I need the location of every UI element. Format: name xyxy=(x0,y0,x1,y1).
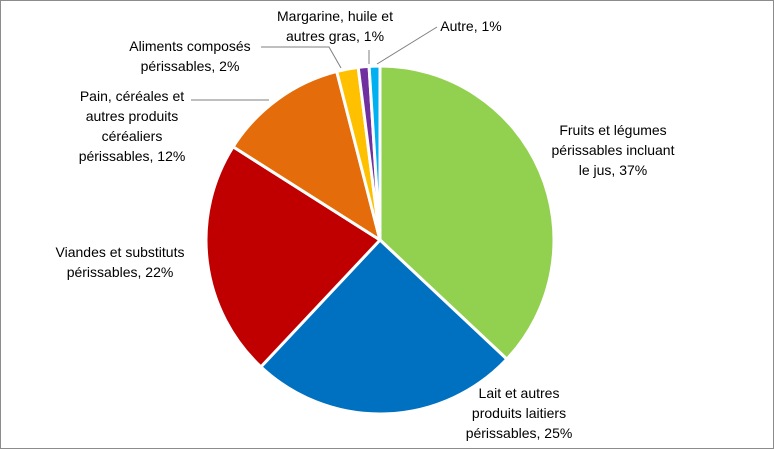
leader-line-4 xyxy=(261,46,342,69)
data-label-3: Pain, céréales et autres produits céréalie… xyxy=(79,88,186,164)
data-label-2: Viandes et substituts périssables, 22% xyxy=(56,244,185,280)
pie-slice-6 xyxy=(367,64,382,242)
pie-slice-3 xyxy=(231,69,382,242)
data-label-6: Autre, 1% xyxy=(440,18,501,34)
leader-line-6 xyxy=(376,26,438,65)
pie-slice-0 xyxy=(378,64,556,361)
pie-slice-1 xyxy=(259,238,509,416)
pie-slice-2 xyxy=(204,145,382,369)
data-label-1: Lait et autres produits laitiers périssabl… xyxy=(466,385,573,441)
data-label-4: Aliments composés périssables, 2% xyxy=(129,38,250,74)
data-label-5: Margarine, huile et autres gras, 1% xyxy=(277,8,393,44)
data-label-0: Fruits et légumes périssables incluant le … xyxy=(552,122,675,178)
